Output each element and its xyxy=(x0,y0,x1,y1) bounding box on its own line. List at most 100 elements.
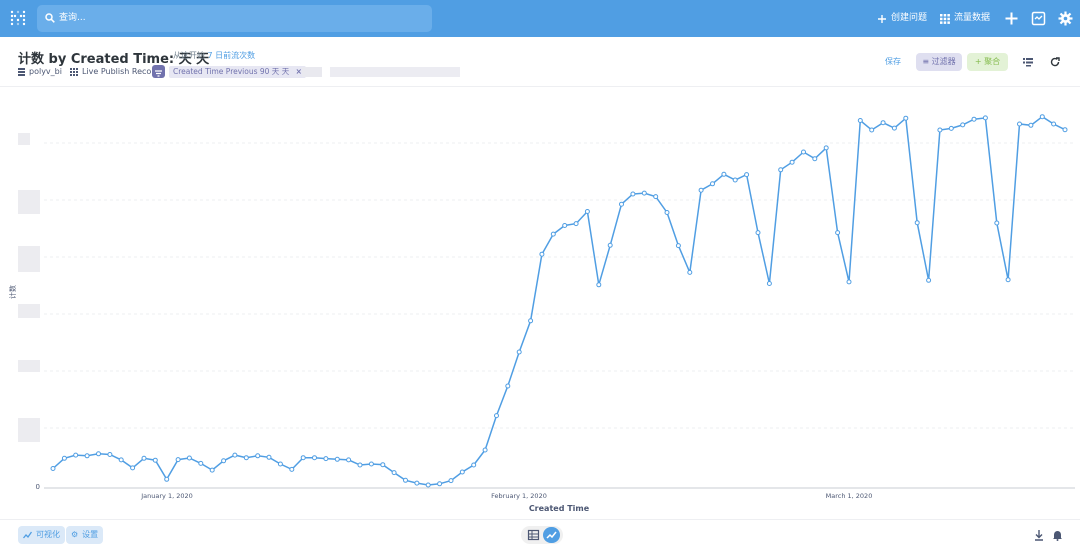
data-point[interactable] xyxy=(164,476,170,482)
filter-toggle-icon[interactable] xyxy=(152,65,165,78)
data-point[interactable] xyxy=(494,413,499,419)
add-icon[interactable] xyxy=(1004,11,1019,26)
data-point[interactable] xyxy=(391,470,397,476)
data-point[interactable] xyxy=(835,230,841,236)
data-point[interactable] xyxy=(732,177,738,183)
download-icon[interactable] xyxy=(1034,529,1044,541)
data-point[interactable] xyxy=(596,282,602,288)
data-point[interactable] xyxy=(778,167,784,173)
data-point[interactable] xyxy=(1028,122,1034,128)
data-point[interactable] xyxy=(903,115,909,121)
filter-button[interactable]: ≡ 过滤器 xyxy=(916,53,962,71)
search-input[interactable]: 查询... xyxy=(37,5,432,32)
data-point[interactable] xyxy=(891,125,897,131)
data-point[interactable] xyxy=(948,125,954,131)
data-point[interactable] xyxy=(584,209,590,214)
data-point[interactable] xyxy=(971,116,977,122)
data-point[interactable] xyxy=(152,457,158,463)
close-icon[interactable]: × xyxy=(295,67,302,76)
new-question-button[interactable]: 创建问题 xyxy=(877,11,927,26)
data-point[interactable] xyxy=(357,462,363,468)
breadcrumb-database[interactable]: polyv_bi xyxy=(29,67,62,76)
data-point[interactable] xyxy=(914,220,920,226)
data-point[interactable] xyxy=(562,223,568,228)
data-point[interactable] xyxy=(505,383,511,389)
data-point[interactable] xyxy=(1017,121,1022,127)
data-point[interactable] xyxy=(744,172,750,178)
data-point[interactable] xyxy=(209,467,215,473)
data-point[interactable] xyxy=(368,461,374,467)
data-point[interactable] xyxy=(130,465,136,471)
data-point[interactable] xyxy=(846,279,852,285)
data-point[interactable] xyxy=(403,477,408,483)
data-point[interactable] xyxy=(459,469,465,475)
data-point[interactable] xyxy=(653,194,659,200)
data-point[interactable] xyxy=(687,269,693,275)
data-point[interactable] xyxy=(755,230,761,236)
save-button[interactable]: 保存 xyxy=(885,57,901,66)
data-point[interactable] xyxy=(1039,114,1045,120)
data-point[interactable] xyxy=(118,457,124,463)
data-point[interactable] xyxy=(607,242,613,248)
data-point[interactable] xyxy=(869,127,875,133)
data-point[interactable] xyxy=(312,455,317,461)
data-point[interactable] xyxy=(721,171,727,177)
data-point[interactable] xyxy=(437,481,443,487)
data-point[interactable] xyxy=(414,480,420,486)
data-point[interactable] xyxy=(926,277,932,283)
notebook-icon[interactable] xyxy=(1023,57,1033,67)
data-point[interactable] xyxy=(425,482,431,488)
lineage-link[interactable]: 7 日前流次数 xyxy=(207,51,256,60)
data-point[interactable] xyxy=(141,455,147,461)
data-point[interactable] xyxy=(482,447,488,453)
data-point[interactable] xyxy=(710,181,715,187)
data-point[interactable] xyxy=(698,187,704,193)
data-point[interactable] xyxy=(528,318,534,324)
dashboard-icon[interactable] xyxy=(1031,11,1046,26)
data-point[interactable] xyxy=(221,458,227,464)
data-point[interactable] xyxy=(801,149,806,155)
chart-view-toggle[interactable] xyxy=(543,527,560,543)
data-point[interactable] xyxy=(812,156,818,162)
data-point[interactable] xyxy=(96,451,101,457)
data-point[interactable] xyxy=(1062,127,1068,133)
data-point[interactable] xyxy=(73,452,79,458)
data-point[interactable] xyxy=(573,221,579,227)
data-point[interactable] xyxy=(346,457,352,463)
data-point[interactable] xyxy=(1005,277,1011,283)
data-point[interactable] xyxy=(766,281,772,286)
data-point[interactable] xyxy=(857,118,863,123)
data-point[interactable] xyxy=(448,478,454,484)
data-point[interactable] xyxy=(289,466,295,472)
data-point[interactable] xyxy=(1051,121,1057,127)
summarize-button[interactable]: + 聚合 xyxy=(967,53,1008,71)
data-point[interactable] xyxy=(380,462,386,468)
data-point[interactable] xyxy=(550,231,556,237)
data-point[interactable] xyxy=(300,455,306,461)
data-point[interactable] xyxy=(880,120,886,126)
data-point[interactable] xyxy=(84,453,90,459)
breadcrumb-table[interactable]: Live Publish Record xyxy=(81,67,160,76)
data-point[interactable] xyxy=(539,251,545,257)
data-point[interactable] xyxy=(50,466,56,471)
data-point[interactable] xyxy=(641,190,647,196)
settings-button[interactable]: ⚙ 设置 xyxy=(66,526,104,544)
data-point[interactable] xyxy=(516,349,522,355)
data-point[interactable] xyxy=(266,454,272,460)
data-point[interactable] xyxy=(675,243,681,249)
data-point[interactable] xyxy=(186,455,192,461)
data-point[interactable] xyxy=(664,210,670,215)
data-point[interactable] xyxy=(471,462,477,468)
data-point[interactable] xyxy=(198,460,204,466)
data-point[interactable] xyxy=(994,220,1000,226)
gear-icon[interactable] xyxy=(1058,11,1073,26)
bell-icon[interactable] xyxy=(1052,529,1063,541)
table-view-icon[interactable] xyxy=(526,528,541,542)
visualize-button[interactable]: 可视化 xyxy=(18,526,65,544)
data-point[interactable] xyxy=(255,453,261,459)
data-point[interactable] xyxy=(823,145,829,151)
data-point[interactable] xyxy=(619,201,624,207)
data-point[interactable] xyxy=(323,456,329,462)
filter-pill[interactable]: Created Time Previous 90 天 天 × xyxy=(169,66,306,78)
data-point[interactable] xyxy=(107,452,113,457)
